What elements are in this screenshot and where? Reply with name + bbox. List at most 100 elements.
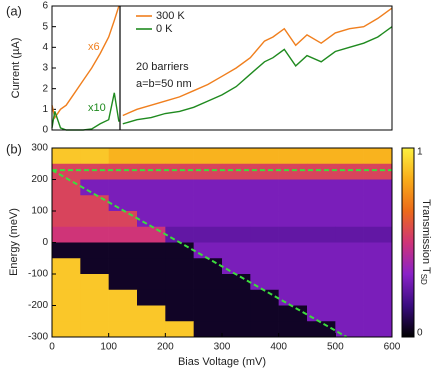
heatmap-cell xyxy=(52,226,81,243)
y-tick-label: -300 xyxy=(28,332,48,343)
heatmap-cell xyxy=(363,289,393,306)
annotation: a=b=50 nm xyxy=(136,78,192,90)
heatmap-cell xyxy=(52,211,81,228)
heatmap-cell xyxy=(335,226,364,243)
heatmap-cell xyxy=(250,274,279,291)
heatmap-cell xyxy=(137,195,166,212)
heatmap-cell xyxy=(222,305,251,322)
heatmap-cell xyxy=(80,179,109,196)
heatmap-cell xyxy=(363,242,393,259)
heatmap-cell xyxy=(278,148,308,165)
colorbar-label-sub: SD xyxy=(419,274,428,285)
heatmap-cell xyxy=(80,195,109,212)
heatmap-cell xyxy=(193,242,223,259)
heatmap-cell xyxy=(137,226,166,243)
heatmap-cell xyxy=(52,163,81,180)
y-tick-label: 5 xyxy=(42,21,48,32)
heatmap-cell xyxy=(278,211,308,228)
y-tick-label: 0 xyxy=(42,125,48,136)
y-tick-label: 300 xyxy=(31,143,48,154)
y-tick-label: 200 xyxy=(31,174,48,185)
heatmap-cell xyxy=(193,211,223,228)
heatmap-cell xyxy=(307,305,336,322)
heatmap-cell xyxy=(165,289,194,306)
x-tick-label: 100 xyxy=(100,342,117,353)
y-tick-label: 2 xyxy=(42,83,48,94)
heatmap-cell xyxy=(165,242,194,259)
heatmap-cell xyxy=(307,195,336,212)
heatmap-cell xyxy=(335,305,364,322)
y-axis-label: Current (µA) xyxy=(10,38,22,99)
colorbar xyxy=(401,147,415,338)
heatmap-cell xyxy=(335,148,364,165)
heatmap-cell xyxy=(165,179,194,196)
heatmap-cell xyxy=(108,289,138,306)
plot-frame xyxy=(51,147,393,338)
heatmap-cell xyxy=(335,163,364,180)
guide-line xyxy=(51,169,348,338)
panel-label: (a) xyxy=(6,3,22,18)
heatmap-cell xyxy=(165,305,194,322)
heatmap-cell xyxy=(307,321,336,338)
heatmap-cell xyxy=(222,148,251,165)
x-tick-label: 500 xyxy=(327,342,344,353)
heatmap-cell xyxy=(52,305,81,322)
x-tick-label: 300 xyxy=(214,342,231,353)
heatmap-cell xyxy=(80,274,109,291)
heatmap-cell xyxy=(108,321,138,338)
heatmap-cell xyxy=(193,195,223,212)
heatmap-cell xyxy=(307,274,336,291)
heatmap-cell xyxy=(335,195,364,212)
heatmap-cell xyxy=(363,179,393,196)
heatmap-cell xyxy=(307,258,336,275)
heatmap-cell xyxy=(108,305,138,322)
heatmap-cell xyxy=(335,274,364,291)
heatmap-cell xyxy=(165,211,194,228)
heatmap-cell xyxy=(222,321,251,338)
heatmap-cell xyxy=(222,195,251,212)
heatmap-cell xyxy=(193,289,223,306)
heatmap-cell xyxy=(278,195,308,212)
heatmap-cell xyxy=(363,195,393,212)
y-axis-label: Energy (meV) xyxy=(8,208,20,276)
heatmap-cell xyxy=(52,148,81,165)
heatmap-cell xyxy=(222,179,251,196)
heatmap-cell xyxy=(278,321,308,338)
heatmap-cell xyxy=(108,179,138,196)
colorbar-label-text: Transmission T xyxy=(420,199,432,274)
heatmap-cell xyxy=(363,274,393,291)
heatmap-cell xyxy=(52,321,81,338)
heatmap-cell xyxy=(278,242,308,259)
colorbar-tick-label: 1 xyxy=(417,147,423,158)
heatmap-cell xyxy=(165,226,194,243)
heatmap-cell xyxy=(250,179,279,196)
y-tick-label: 100 xyxy=(31,206,48,217)
heatmap-cell xyxy=(335,258,364,275)
heatmap-cell xyxy=(278,163,308,180)
heatmap-cell xyxy=(307,289,336,306)
heatmap-cell xyxy=(52,242,81,259)
annotation: x6 xyxy=(88,41,100,53)
heatmap-cell xyxy=(363,321,393,338)
heatmap-cell xyxy=(335,179,364,196)
plot-frame xyxy=(51,5,393,131)
heatmap-cell xyxy=(222,258,251,275)
heatmap-cell xyxy=(193,321,223,338)
heatmap-cell xyxy=(137,211,166,228)
x-tick-label: 0 xyxy=(49,342,55,353)
heatmap-cell xyxy=(250,258,279,275)
heatmap-cell xyxy=(250,163,279,180)
heatmap-cell xyxy=(137,242,166,259)
heatmap-cell xyxy=(335,242,364,259)
heatmap-cell xyxy=(363,226,393,243)
heatmap-cell xyxy=(108,242,138,259)
heatmap-cell xyxy=(165,258,194,275)
heatmap-cell xyxy=(250,148,279,165)
heatmap-cell xyxy=(80,305,109,322)
heatmap-cell xyxy=(137,258,166,275)
heatmap-cell xyxy=(193,258,223,275)
y-tick-label: -100 xyxy=(28,269,48,280)
heatmap-cell xyxy=(335,289,364,306)
y-tick-label: 4 xyxy=(42,42,48,53)
